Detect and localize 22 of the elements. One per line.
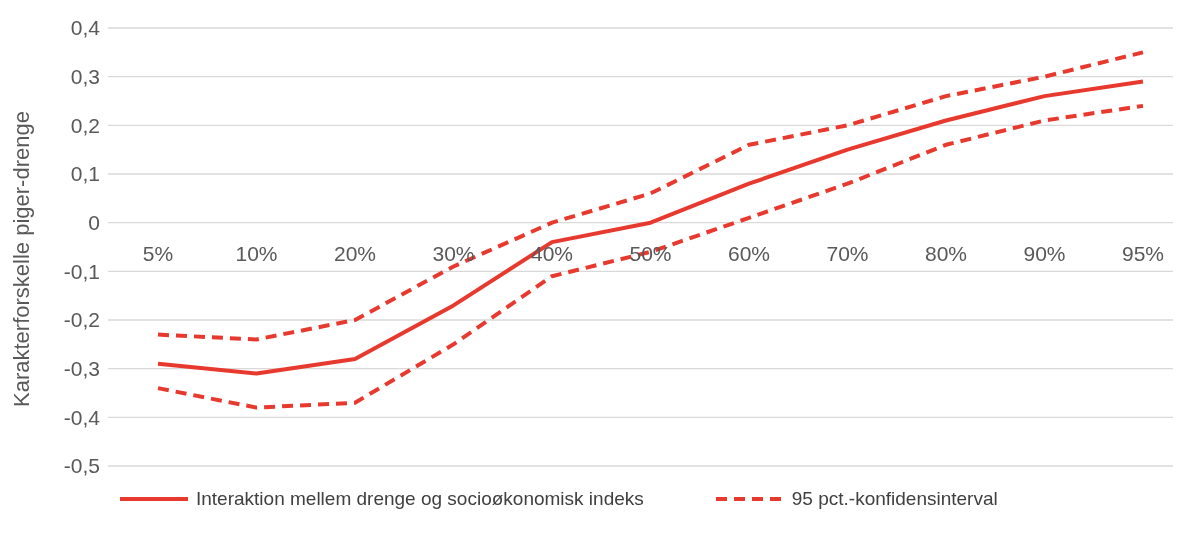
y-tick-label: -0,3 — [63, 357, 100, 381]
legend-label: Interaktion mellem drenge og socioøkonomisk indeks — [196, 488, 644, 510]
legend-label: 95 pct.-konfidensinterval — [791, 488, 998, 510]
y-tick-label: 0 — [88, 211, 100, 235]
y-tick-label: -0,5 — [63, 454, 100, 478]
x-tick-label: 80% — [924, 241, 968, 265]
y-tick-label: -0,1 — [63, 259, 100, 283]
x-tick-label: 90% — [1023, 241, 1066, 265]
y-tick-label: -0,4 — [63, 405, 101, 429]
y-axis-title: Karakterforskelle piger-drenge — [8, 111, 34, 407]
x-tick-label: 20% — [333, 241, 377, 265]
y-tick-label: 0,2 — [70, 113, 100, 137]
x-tick-label: 60% — [727, 241, 771, 265]
x-tick-label: 30% — [432, 241, 475, 265]
y-tick-label: 0,1 — [70, 162, 100, 186]
y-tick-label: 0,3 — [70, 65, 100, 89]
x-tick-label: 95% — [1121, 241, 1165, 265]
y-tick-label: 0,4 — [70, 16, 101, 40]
x-tick-label: 10% — [235, 241, 278, 265]
x-tick-label: 70% — [826, 241, 869, 265]
x-tick-label: 5% — [142, 241, 174, 265]
y-tick-label: -0,2 — [63, 308, 100, 332]
